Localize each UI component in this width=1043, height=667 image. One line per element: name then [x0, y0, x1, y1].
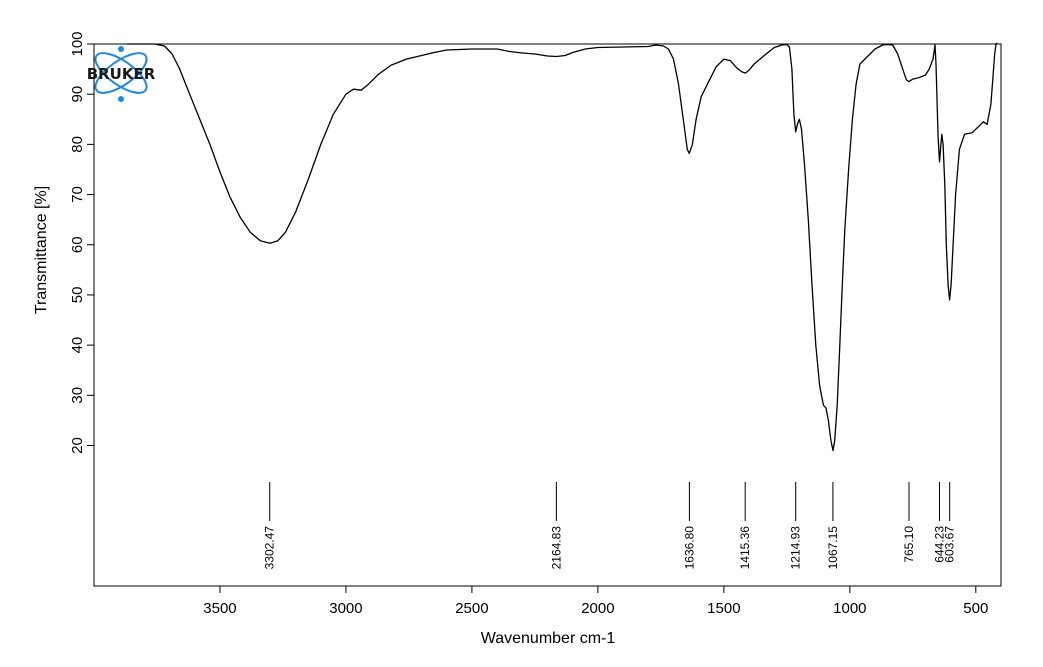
peak-label-6: 765.10	[902, 526, 916, 563]
logo-electron-bottom	[118, 96, 124, 102]
y-tick-label-100: 100	[69, 31, 86, 56]
peak-label-1: 2164.83	[549, 526, 563, 570]
x-axis: 3500 3000 2500 2000 1500 1000 500	[203, 586, 988, 617]
x-tick-label-1000: 1000	[833, 600, 866, 617]
bruker-logo: BRUKER	[87, 46, 156, 102]
peak-label-7: 644.23	[932, 526, 946, 563]
y-tick-label-70: 70	[69, 186, 86, 203]
x-tick-label-2000: 2000	[581, 600, 614, 617]
logo-text: BRUKER	[87, 65, 156, 83]
peak-label-3: 1415.36	[738, 526, 752, 570]
x-tick-label-3500: 3500	[203, 600, 236, 617]
peak-label-2: 1636.80	[682, 526, 696, 570]
series-group	[126, 42, 998, 452]
y-axis-title: Transmittance [%]	[33, 186, 50, 314]
peak-label-4: 1214.93	[789, 526, 803, 570]
x-tick-label-3000: 3000	[329, 600, 362, 617]
y-tick-label-90: 90	[69, 86, 86, 103]
plot-frame	[93, 43, 1002, 587]
y-tick-label-50: 50	[69, 287, 86, 304]
logo-orbit-2	[94, 52, 148, 94]
x-tick-label-2500: 2500	[455, 600, 488, 617]
logo-electron-top	[118, 46, 124, 52]
y-tick-label-30: 30	[69, 387, 86, 404]
x-tick-label-500: 500	[963, 600, 988, 617]
peak-markers: 3302.47 2164.83 1636.80 1415.36 1214.93 1067.…	[263, 482, 957, 569]
logo-orbit-1	[94, 52, 148, 94]
y-tick-label-60: 60	[69, 236, 86, 253]
y-tick-label-20: 20	[69, 437, 86, 454]
peak-label-0: 3302.47	[263, 526, 277, 570]
y-tick-label-40: 40	[69, 337, 86, 354]
peak-label-8: 603.67	[943, 526, 957, 563]
x-axis-title: Wavenumber cm-1	[481, 630, 616, 647]
x-tick-label-1500: 1500	[707, 600, 740, 617]
peak-label-5: 1067.15	[826, 526, 840, 570]
spectrum-line-0	[126, 42, 998, 452]
y-tick-label-80: 80	[69, 136, 86, 153]
y-axis: 20 30 40 50 60 70 80 90 100	[69, 31, 94, 454]
